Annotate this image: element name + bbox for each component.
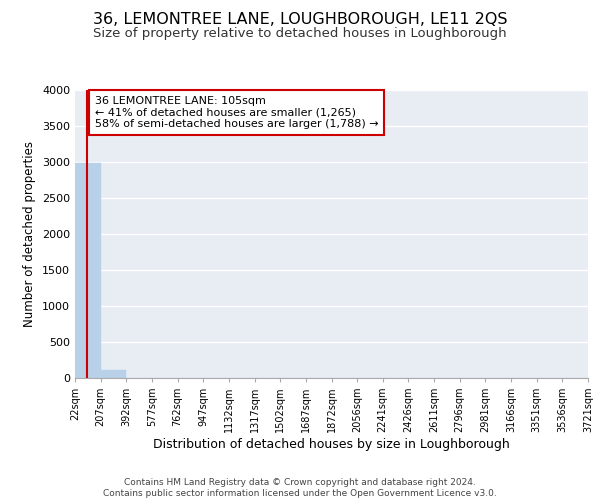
Text: 36 LEMONTREE LANE: 105sqm
← 41% of detached houses are smaller (1,265)
58% of se: 36 LEMONTREE LANE: 105sqm ← 41% of detac… (95, 96, 379, 129)
Text: Contains HM Land Registry data © Crown copyright and database right 2024.
Contai: Contains HM Land Registry data © Crown c… (103, 478, 497, 498)
Y-axis label: Number of detached properties: Number of detached properties (23, 141, 37, 327)
Bar (75, 164, 101, 378)
Text: Size of property relative to detached houses in Loughborough: Size of property relative to detached ho… (93, 28, 507, 40)
Text: 36, LEMONTREE LANE, LOUGHBOROUGH, LE11 2QS: 36, LEMONTREE LANE, LOUGHBOROUGH, LE11 2… (93, 12, 507, 28)
Bar (101, 370, 127, 378)
X-axis label: Distribution of detached houses by size in Loughborough: Distribution of detached houses by size … (153, 438, 510, 450)
